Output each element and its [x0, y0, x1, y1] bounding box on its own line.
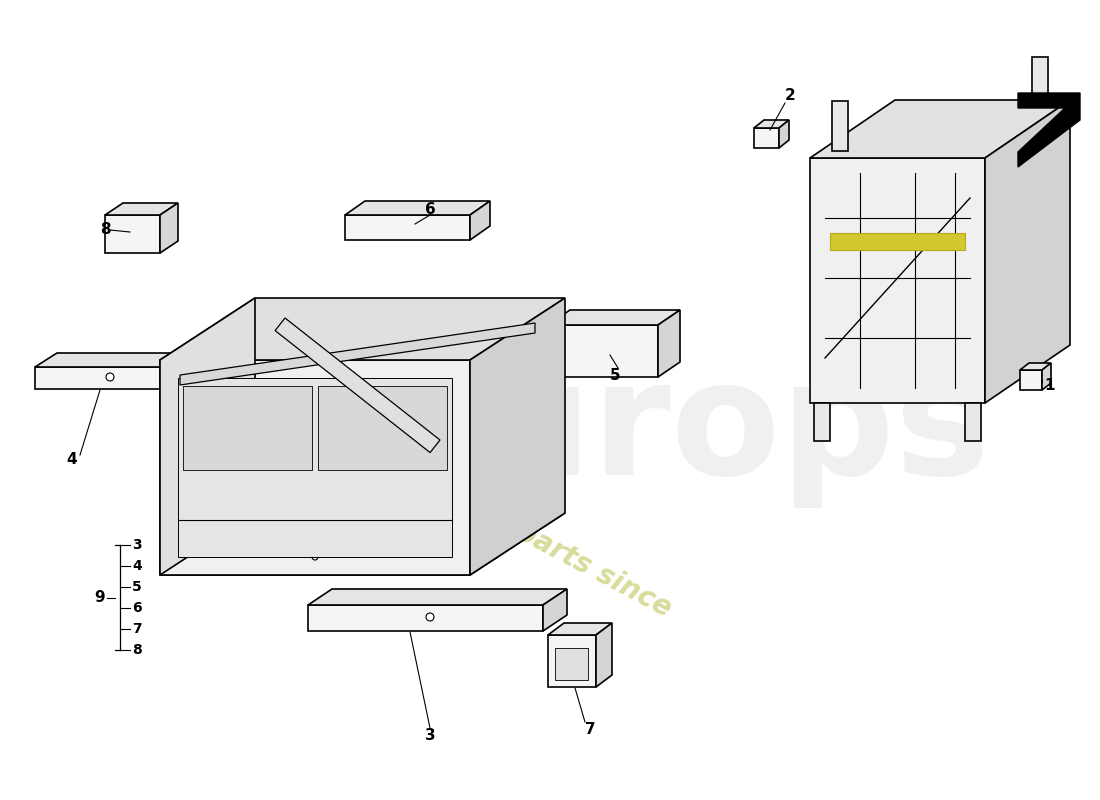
Polygon shape — [345, 201, 490, 215]
Polygon shape — [1042, 363, 1050, 390]
Circle shape — [274, 541, 280, 547]
Circle shape — [434, 541, 440, 547]
Polygon shape — [160, 360, 470, 575]
Circle shape — [354, 541, 360, 547]
Text: europs: europs — [370, 353, 990, 507]
Polygon shape — [556, 648, 588, 680]
Polygon shape — [965, 403, 981, 441]
Polygon shape — [1018, 93, 1080, 167]
Text: 6: 6 — [132, 601, 142, 615]
Polygon shape — [180, 323, 535, 385]
Text: 3: 3 — [132, 538, 142, 552]
Polygon shape — [308, 589, 566, 605]
Text: 8: 8 — [132, 643, 142, 657]
Polygon shape — [275, 318, 440, 453]
Text: a passion for parts since: a passion for parts since — [323, 418, 676, 622]
Text: 7: 7 — [585, 722, 595, 738]
Polygon shape — [810, 100, 1070, 158]
Text: 5: 5 — [132, 580, 142, 594]
Polygon shape — [470, 201, 490, 240]
Text: 1: 1 — [1045, 378, 1055, 393]
Circle shape — [438, 463, 446, 471]
Polygon shape — [543, 589, 566, 631]
Text: 6: 6 — [425, 202, 436, 218]
Polygon shape — [548, 635, 596, 687]
Polygon shape — [548, 623, 612, 635]
Circle shape — [312, 554, 318, 560]
Polygon shape — [220, 353, 242, 389]
Polygon shape — [470, 298, 565, 575]
Text: 8: 8 — [100, 222, 110, 238]
Polygon shape — [104, 203, 178, 215]
Circle shape — [106, 373, 114, 381]
Polygon shape — [832, 102, 848, 151]
Polygon shape — [548, 310, 680, 325]
Polygon shape — [830, 233, 965, 250]
Circle shape — [426, 613, 434, 621]
Polygon shape — [754, 128, 779, 148]
Text: 9: 9 — [95, 590, 106, 605]
Polygon shape — [1020, 363, 1050, 370]
Polygon shape — [160, 298, 255, 575]
Text: 7: 7 — [132, 622, 142, 636]
Polygon shape — [754, 120, 789, 128]
Polygon shape — [178, 378, 452, 557]
Polygon shape — [1032, 57, 1048, 106]
Polygon shape — [596, 623, 612, 687]
Polygon shape — [160, 298, 565, 360]
Polygon shape — [318, 386, 447, 470]
Text: 4: 4 — [132, 559, 142, 573]
Text: 2: 2 — [784, 87, 795, 102]
Polygon shape — [308, 605, 543, 631]
Polygon shape — [104, 215, 160, 253]
Polygon shape — [35, 367, 220, 389]
Polygon shape — [814, 403, 830, 441]
Polygon shape — [810, 158, 984, 403]
Polygon shape — [779, 120, 789, 148]
Polygon shape — [658, 310, 680, 377]
Polygon shape — [160, 513, 565, 575]
Polygon shape — [35, 353, 242, 367]
Polygon shape — [1020, 370, 1042, 390]
Polygon shape — [548, 325, 658, 377]
Polygon shape — [984, 100, 1070, 403]
Text: 3: 3 — [425, 727, 436, 742]
Text: 4: 4 — [67, 453, 77, 467]
Circle shape — [184, 463, 192, 471]
Polygon shape — [345, 215, 470, 240]
Polygon shape — [183, 386, 312, 470]
Text: 5: 5 — [609, 367, 620, 382]
Polygon shape — [160, 203, 178, 253]
